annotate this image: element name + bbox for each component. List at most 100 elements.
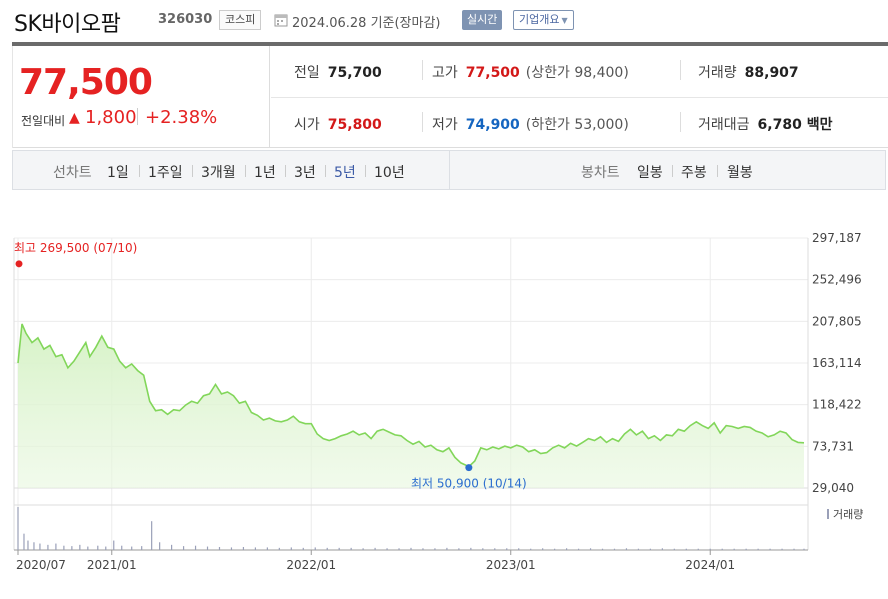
period-5y[interactable]: 5년 [334,165,356,181]
volume-bar [105,546,107,550]
volume-bar [398,548,400,550]
volume-bar [33,542,35,550]
period-1w[interactable]: 1주일 [148,165,183,181]
volume-bar [470,547,472,550]
period-divider [325,165,326,177]
volume-bar [613,548,616,550]
candle-weekly[interactable]: 주봉 [681,165,707,181]
volume-bar [757,548,759,550]
volume-bar [171,544,173,550]
change-label: 전일대비 [21,114,66,128]
volume-bar [350,547,352,550]
volume-bar [542,548,544,550]
volume-bar [39,543,41,550]
x-tick-label: 2023/01 [486,558,536,572]
volume-bar [182,546,185,550]
stat-label: 시가 [294,117,320,133]
volume-bar [554,548,556,550]
stat-label: 거래량 [698,65,737,81]
candle-chart-label: 봉차트 [581,165,620,181]
stat-label: 전일 [294,65,320,81]
stat-amount: 거래대금 6,780 백만 [698,114,832,134]
volume-bar [673,548,675,550]
candle-monthly[interactable]: 월봉 [727,165,753,181]
stat-low: 저가 74,900 (하한가 53,000) [432,114,629,134]
volume-bar [206,546,209,550]
volume-bar [793,548,795,550]
change-percent: +2.38% [145,107,218,128]
header-divider [12,42,888,46]
x-tick-label: 2020/07 [16,558,66,572]
upper-limit: (상한가 98,400) [525,65,629,81]
period-10y[interactable]: 10년 [374,165,405,181]
min-marker [465,464,473,472]
volume-bar [326,547,328,550]
company-overview-button[interactable]: 기업개요 ▼ [513,10,574,30]
volume-bar [290,547,292,550]
volume-bar [314,547,316,550]
stat-label: 고가 [432,65,458,81]
volume-bar [302,547,304,550]
realtime-button[interactable]: 실시간 [462,10,503,30]
max-marker [15,260,23,268]
volume-bar [637,548,640,550]
period-3m[interactable]: 3개월 [201,165,236,181]
x-tick-label: 2024/01 [685,558,735,572]
candle-daily[interactable]: 일봉 [637,165,663,181]
volume-bar [601,548,604,550]
volume-bar [649,548,651,550]
volume-bar [709,548,711,550]
stat-prev-close: 전일 75,700 [294,62,382,82]
volume-bar [386,548,388,550]
volume-bar [422,548,424,550]
y-tick-label: 207,805 [812,314,862,328]
stat-volume: 거래량 88,907 [698,62,799,82]
volume-bar [518,548,520,550]
volume-bar [23,533,25,550]
volume-legend-swatch [827,509,829,519]
stat-value: 88,907 [744,65,799,81]
volume-bar [131,546,133,550]
market-badge: 코스피 [219,10,262,30]
volume-bar [803,548,805,550]
volume-bar [733,548,735,550]
y-tick-label: 252,496 [812,273,862,287]
volume-bar [661,548,663,550]
volume-bar [482,548,484,550]
volume-bar [506,548,508,550]
stat-value: 77,500 [465,65,520,81]
min-annotation: 최저 50,900 (10/14) [411,477,527,491]
volume-bar [494,548,496,550]
period-divider [672,165,673,177]
col-divider [422,112,423,132]
line-chart-label: 선차트 [53,165,92,181]
stat-value: 6,780 백만 [757,117,833,133]
period-1d[interactable]: 1일 [107,165,129,181]
volume-bar [721,548,723,550]
current-price: 77,500 [19,62,153,103]
price-line [17,323,805,468]
change-value: 1,800 [85,107,137,128]
company-overview-label: 기업개요 [519,13,560,26]
volume-bar [63,545,65,550]
price-area [18,323,804,488]
period-1y[interactable]: 1년 [254,165,276,181]
price-cell: 77,500 전일대비 ▲ 1,800 +2.38% [12,46,270,148]
stat-label: 저가 [432,117,458,133]
stat-value: 75,800 [327,117,382,133]
x-tick-label: 2021/01 [87,558,137,572]
stat-value: 74,900 [465,117,520,133]
col-divider [422,60,423,80]
period-divider [285,165,286,177]
volume-bar [218,546,221,550]
x-tick-label: 2022/01 [286,558,336,572]
volume-bar [242,546,245,550]
period-3y[interactable]: 3년 [294,165,316,181]
row-divider [271,97,888,98]
volume-bar [685,548,687,550]
volume-bar [121,545,123,550]
period-divider [717,165,718,177]
period-bar-divider [449,151,450,189]
volume-bar [266,547,268,550]
volume-bar [47,544,49,550]
